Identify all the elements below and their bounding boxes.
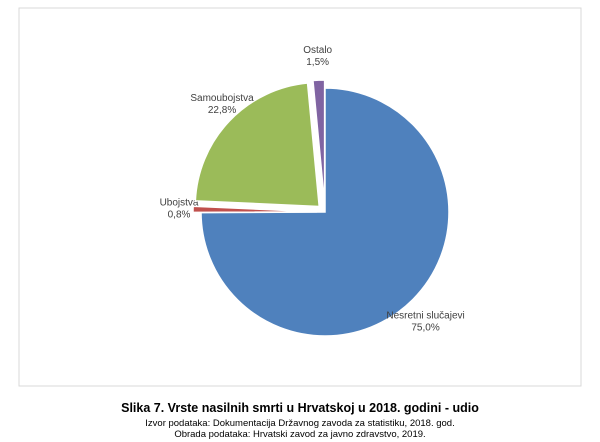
slice-label: Ostalo — [303, 45, 332, 56]
pie-slice — [192, 205, 318, 214]
slice-value-label: 22,8% — [208, 105, 236, 116]
caption-title: Slika 7. Vrste nasilnih smrti u Hrvatsko… — [121, 401, 479, 415]
slice-label: Nesretni slučajevi — [386, 311, 464, 322]
caption-source: Izvor podataka: Dokumentacija Državnog z… — [145, 418, 455, 429]
slice-value-label: 0,8% — [168, 209, 191, 220]
slice-label: Samoubojstva — [190, 93, 254, 104]
slice-value-label: 1,5% — [306, 57, 329, 68]
caption-processing: Obrada podataka: Hrvatski zavod za javno… — [174, 429, 426, 440]
slice-value-label: 75,0% — [411, 323, 439, 334]
pie-slice — [200, 87, 450, 337]
pie-slice — [312, 79, 326, 205]
slice-label: Ubojstva — [160, 197, 199, 208]
pie-slice — [194, 82, 321, 208]
